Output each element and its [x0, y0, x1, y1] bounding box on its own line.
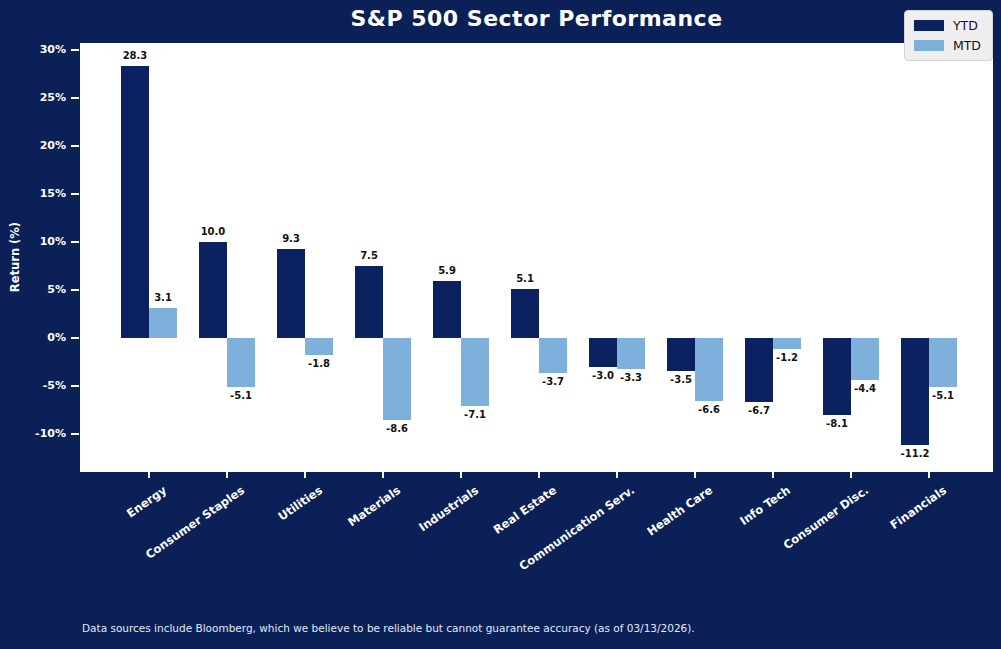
legend-label-mtd: MTD — [953, 38, 981, 53]
x-category-label: Energy — [22, 483, 169, 592]
legend-item-mtd: MTD — [914, 38, 981, 53]
y-tick-label: 25% — [0, 91, 66, 104]
bar-ytd-health-care — [667, 338, 695, 372]
x-category-label: Industrials — [334, 483, 481, 592]
bar-value-label: 5.9 — [413, 265, 481, 276]
bar-mtd-consumer-disc — [851, 338, 879, 380]
bar-mtd-info-tech — [773, 338, 801, 350]
x-category-label: Health Care — [568, 483, 715, 592]
x-category-label: Real Estate — [412, 483, 559, 592]
bar-ytd-industrials — [433, 281, 461, 338]
bar-value-label: 9.3 — [257, 233, 325, 244]
chart-figure: S&P 500 Sector Performance Return (%) 28… — [0, 0, 1001, 649]
x-category-label: Communication Serv. — [490, 483, 637, 592]
y-tick-label: 10% — [0, 235, 66, 248]
bar-ytd-real-estate — [511, 289, 539, 338]
mtd-color-swatch — [914, 40, 944, 51]
x-tick-mark — [928, 472, 930, 478]
bar-mtd-real-estate — [539, 338, 567, 373]
plot-area: 28.3 3.1 10.0 -5.1 9.3 -1.8 7.5 -8.6 5.9 -7.1 5.1 -… — [80, 43, 993, 472]
y-tick-label: -5% — [0, 379, 66, 392]
bar-mtd-consumer-staples — [227, 338, 255, 387]
bar-value-label: -1.8 — [285, 358, 353, 369]
y-tick-mark — [71, 337, 79, 339]
x-tick-mark — [850, 472, 852, 478]
y-tick-mark — [71, 241, 79, 243]
x-category-label: Consumer Staples — [100, 483, 247, 592]
y-tick-label: 30% — [0, 43, 66, 56]
x-tick-mark — [148, 472, 150, 478]
x-tick-mark — [382, 472, 384, 478]
bar-value-label: -5.1 — [909, 390, 977, 401]
y-tick-mark — [71, 289, 79, 291]
bar-value-label: 10.0 — [179, 226, 247, 237]
x-tick-mark — [460, 472, 462, 478]
bar-value-label: -11.2 — [881, 448, 949, 459]
x-category-label: Info Tech — [646, 483, 793, 592]
bar-ytd-info-tech — [745, 338, 773, 402]
bar-value-label: -8.1 — [803, 418, 871, 429]
y-tick-mark — [71, 193, 79, 195]
bar-mtd-industrials — [461, 338, 489, 406]
y-tick-label: 5% — [0, 283, 66, 296]
x-category-label: Materials — [256, 483, 403, 592]
bar-ytd-consumer-staples — [199, 242, 227, 338]
x-category-label: Financials — [802, 483, 949, 592]
x-tick-mark — [538, 472, 540, 478]
y-tick-label: 0% — [0, 331, 66, 344]
bar-value-label: 7.5 — [335, 250, 403, 261]
y-tick-label: 15% — [0, 187, 66, 200]
bar-value-label: 5.1 — [491, 273, 559, 284]
bar-value-label: -4.4 — [831, 383, 899, 394]
y-axis-title: Return (%) — [8, 222, 22, 292]
x-tick-mark — [304, 472, 306, 478]
footer-disclaimer: Data sources include Bloomberg, which we… — [82, 622, 695, 634]
y-tick-mark — [71, 49, 79, 51]
y-tick-label: 20% — [0, 139, 66, 152]
bar-mtd-energy — [149, 308, 177, 338]
bar-value-label: -7.1 — [441, 409, 509, 420]
legend-item-ytd: YTD — [914, 18, 981, 33]
bar-mtd-communication-serv — [617, 338, 645, 370]
bar-mtd-financials — [929, 338, 957, 387]
bar-ytd-materials — [355, 266, 383, 338]
x-tick-mark — [772, 472, 774, 478]
bar-ytd-utilities — [277, 249, 305, 338]
y-tick-mark — [71, 145, 79, 147]
bar-value-label: -6.7 — [725, 405, 793, 416]
bar-value-label: 28.3 — [101, 50, 169, 61]
y-tick-mark — [71, 385, 79, 387]
ytd-color-swatch — [914, 20, 944, 31]
bar-value-label: -1.2 — [753, 352, 821, 363]
bar-mtd-utilities — [305, 338, 333, 355]
chart-title: S&P 500 Sector Performance — [80, 6, 993, 31]
x-tick-mark — [694, 472, 696, 478]
bar-value-label: 3.1 — [129, 292, 197, 303]
bar-value-label: -5.1 — [207, 390, 275, 401]
x-tick-mark — [226, 472, 228, 478]
bar-mtd-materials — [383, 338, 411, 420]
x-tick-mark — [616, 472, 618, 478]
chart-legend: YTD MTD — [904, 10, 993, 61]
bar-ytd-consumer-disc — [823, 338, 851, 416]
y-tick-label: -10% — [0, 427, 66, 440]
bar-mtd-health-care — [695, 338, 723, 401]
y-tick-mark — [71, 97, 79, 99]
x-category-label: Utilities — [178, 483, 325, 592]
y-tick-mark — [71, 433, 79, 435]
x-category-label: Consumer Disc. — [724, 483, 871, 592]
legend-label-ytd: YTD — [953, 18, 978, 33]
bar-ytd-communication-serv — [589, 338, 617, 367]
bar-value-label: -8.6 — [363, 423, 431, 434]
